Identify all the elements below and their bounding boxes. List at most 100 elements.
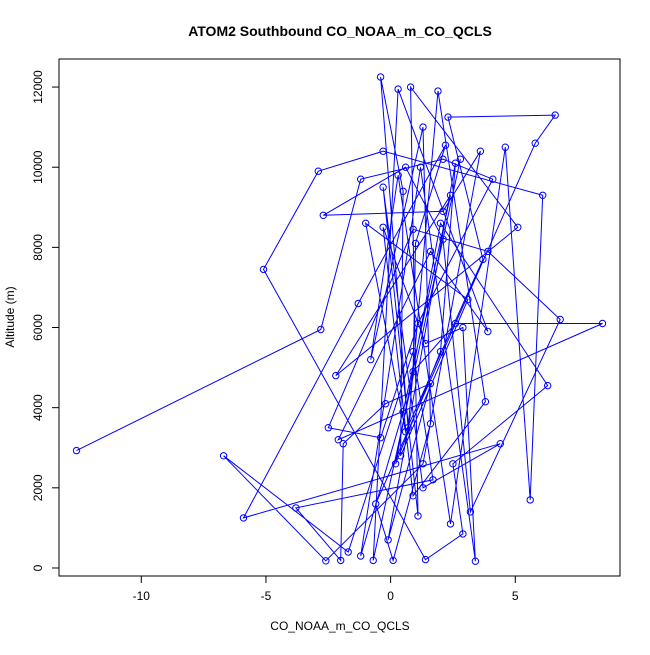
data-point <box>391 460 400 468</box>
data-point <box>332 371 340 380</box>
x-tick-label: 5 <box>512 589 519 603</box>
data-point <box>531 139 539 147</box>
x-tick-label: -10 <box>133 589 151 603</box>
data-point <box>456 155 465 163</box>
chart-title: ATOM2 Southbound CO_NOAA_m_CO_QCLS <box>188 23 492 39</box>
data-point <box>362 219 370 228</box>
data-point <box>544 381 552 390</box>
data-point <box>489 175 497 183</box>
y-tick-label: 10000 <box>31 150 45 184</box>
x-axis: -10 -5 0 5 <box>133 576 519 603</box>
y-tick-label: 12000 <box>31 70 45 104</box>
data-point <box>459 530 467 538</box>
data-point <box>381 400 390 408</box>
data-point <box>426 247 435 256</box>
data-point <box>426 379 435 388</box>
data-point <box>372 500 380 508</box>
data-point <box>369 556 377 565</box>
data-point <box>481 398 490 406</box>
data-point <box>394 85 402 93</box>
data-point <box>367 355 375 364</box>
data-point <box>419 460 427 468</box>
data-point <box>389 556 397 565</box>
data-point <box>556 315 564 324</box>
data-point <box>396 452 405 460</box>
data-point <box>406 83 415 91</box>
data-point <box>292 504 300 512</box>
series-line <box>76 76 603 563</box>
data-point <box>409 492 417 500</box>
y-tick-label: 4000 <box>31 394 45 421</box>
data-point <box>357 175 365 183</box>
data-point <box>484 247 492 256</box>
data-point <box>334 436 342 444</box>
data-point <box>441 141 450 149</box>
data-point <box>436 347 445 356</box>
y-axis-label: Altitude (m) <box>3 286 17 347</box>
data-point <box>471 557 480 565</box>
data-point <box>219 452 228 460</box>
data-point <box>399 408 407 416</box>
data-point <box>324 424 332 432</box>
data-point <box>394 171 402 179</box>
data-point <box>479 255 487 264</box>
data-point <box>514 223 522 232</box>
data-point <box>409 367 417 376</box>
data-point <box>446 191 455 200</box>
data-point <box>401 428 410 436</box>
data-point <box>439 235 447 244</box>
data-point <box>434 87 442 95</box>
x-tick-label: -5 <box>261 589 272 603</box>
data-point <box>464 295 472 304</box>
data-point <box>436 219 445 228</box>
data-point <box>317 325 325 334</box>
data-point <box>526 496 534 504</box>
data-point <box>319 211 327 220</box>
data-point <box>379 223 387 232</box>
data-point <box>376 434 385 442</box>
data-point <box>337 556 345 565</box>
data-point <box>496 440 504 448</box>
data-point <box>339 440 347 448</box>
data-point <box>357 552 365 560</box>
y-axis: 0 2000 4000 6000 8000 10000 12000 <box>31 70 59 571</box>
data-point <box>539 191 547 200</box>
y-tick-label: 8000 <box>31 234 45 261</box>
data-point <box>322 557 330 565</box>
data-point <box>439 155 447 163</box>
data-point <box>411 239 420 248</box>
y-tick-label: 6000 <box>31 314 45 341</box>
data-point <box>239 514 248 522</box>
data-point <box>484 327 492 336</box>
data-point <box>376 73 385 81</box>
data-point <box>414 319 422 328</box>
data-point <box>501 143 509 151</box>
plot-frame <box>58 58 621 577</box>
data-point <box>459 323 467 332</box>
data-point <box>384 536 392 544</box>
data-point <box>314 167 322 175</box>
data-point <box>354 299 362 308</box>
x-axis-label: CO_NOAA_m_CO_QCLS <box>270 619 409 633</box>
data-point <box>259 265 268 274</box>
data-point <box>379 147 387 155</box>
data-point <box>451 319 460 328</box>
data-point <box>409 225 417 234</box>
data-point <box>409 347 417 356</box>
data-point <box>444 113 452 121</box>
data-point <box>421 339 430 348</box>
data-point <box>451 159 460 167</box>
y-tick-label: 0 <box>31 564 45 571</box>
data-point <box>379 183 387 191</box>
data-point <box>421 555 430 564</box>
data-point <box>429 476 437 484</box>
data-point <box>446 520 455 528</box>
data-point <box>449 460 457 468</box>
data-point <box>598 319 607 328</box>
series-layer <box>72 73 607 565</box>
data-point <box>419 123 427 131</box>
data-point <box>401 163 410 171</box>
